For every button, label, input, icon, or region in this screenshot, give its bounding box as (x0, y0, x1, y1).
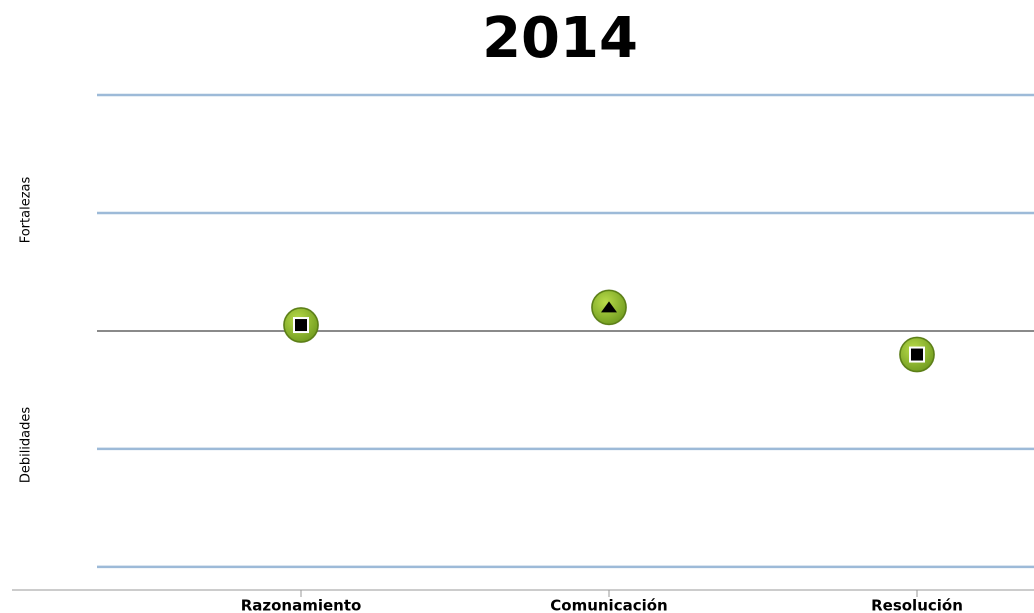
dot-marker (899, 336, 935, 373)
chart-title: 2014 (482, 6, 638, 71)
dot-marker (283, 307, 319, 344)
y-label-top: Fortalezas (19, 177, 34, 244)
dot-marker (591, 289, 627, 326)
x-tick-label: Comunicación (550, 597, 667, 613)
marker-icon (295, 319, 307, 332)
marker-icon (911, 348, 923, 361)
x-tick-label: Resolución (871, 597, 963, 613)
y-label-bottom: Debilidades (19, 407, 34, 484)
marker-icon (601, 301, 617, 313)
x-tick-label: Razonamiento (241, 597, 362, 613)
